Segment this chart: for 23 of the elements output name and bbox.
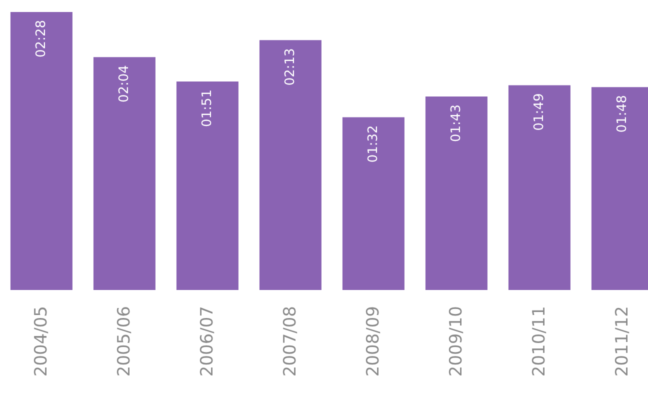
x-tick-label: 2007/08 (280, 306, 300, 377)
data-label: 02:04 (116, 65, 132, 103)
data-label: 01:43 (448, 104, 464, 142)
bar (508, 85, 570, 290)
data-label: 01:49 (532, 93, 547, 131)
x-tick-label: 2006/07 (198, 306, 218, 377)
bar (425, 96, 488, 290)
data-label: 01:32 (366, 125, 381, 163)
data-label: 02:28 (34, 20, 49, 58)
x-tick-label: 2009/10 (446, 306, 466, 377)
bar (342, 117, 404, 290)
bar (176, 82, 238, 290)
bar (259, 40, 322, 290)
bar (93, 57, 156, 290)
bar (10, 12, 72, 290)
x-tick-label: 2008/09 (364, 306, 384, 377)
x-tick-label: 2011/12 (612, 306, 632, 377)
x-tick-label: 2010/11 (530, 306, 550, 377)
data-label: 01:48 (614, 95, 630, 133)
x-tick-label: 2004/05 (32, 306, 52, 377)
data-label: 02:13 (282, 48, 298, 86)
data-label: 01:51 (200, 90, 215, 127)
x-tick-label: 2005/06 (114, 306, 134, 377)
